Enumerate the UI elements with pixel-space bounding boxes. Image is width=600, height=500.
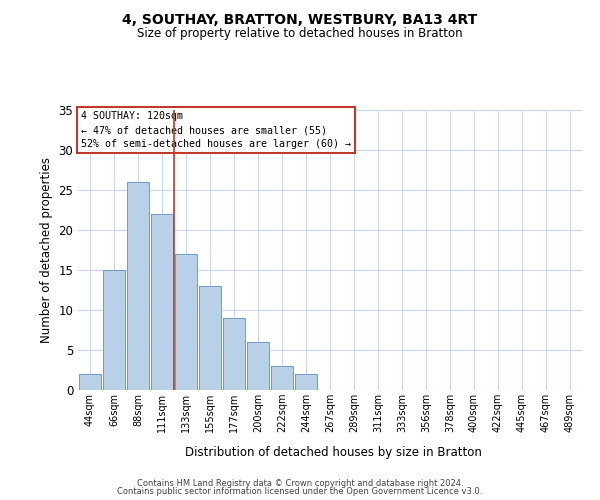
Y-axis label: Number of detached properties: Number of detached properties <box>40 157 53 343</box>
Bar <box>79 374 101 390</box>
Text: 4 SOUTHAY: 120sqm
← 47% of detached houses are smaller (55)
52% of semi-detached: 4 SOUTHAY: 120sqm ← 47% of detached hous… <box>80 112 350 150</box>
Bar <box>271 366 293 390</box>
Bar <box>151 214 173 390</box>
Bar <box>199 286 221 390</box>
Bar <box>127 182 149 390</box>
Text: Size of property relative to detached houses in Bratton: Size of property relative to detached ho… <box>137 28 463 40</box>
Text: Contains public sector information licensed under the Open Government Licence v3: Contains public sector information licen… <box>118 487 482 496</box>
Bar <box>295 374 317 390</box>
Bar <box>175 254 197 390</box>
Bar <box>223 318 245 390</box>
Text: 4, SOUTHAY, BRATTON, WESTBURY, BA13 4RT: 4, SOUTHAY, BRATTON, WESTBURY, BA13 4RT <box>122 12 478 26</box>
Text: Contains HM Land Registry data © Crown copyright and database right 2024.: Contains HM Land Registry data © Crown c… <box>137 478 463 488</box>
Bar <box>103 270 125 390</box>
Bar <box>247 342 269 390</box>
Text: Distribution of detached houses by size in Bratton: Distribution of detached houses by size … <box>185 446 481 459</box>
